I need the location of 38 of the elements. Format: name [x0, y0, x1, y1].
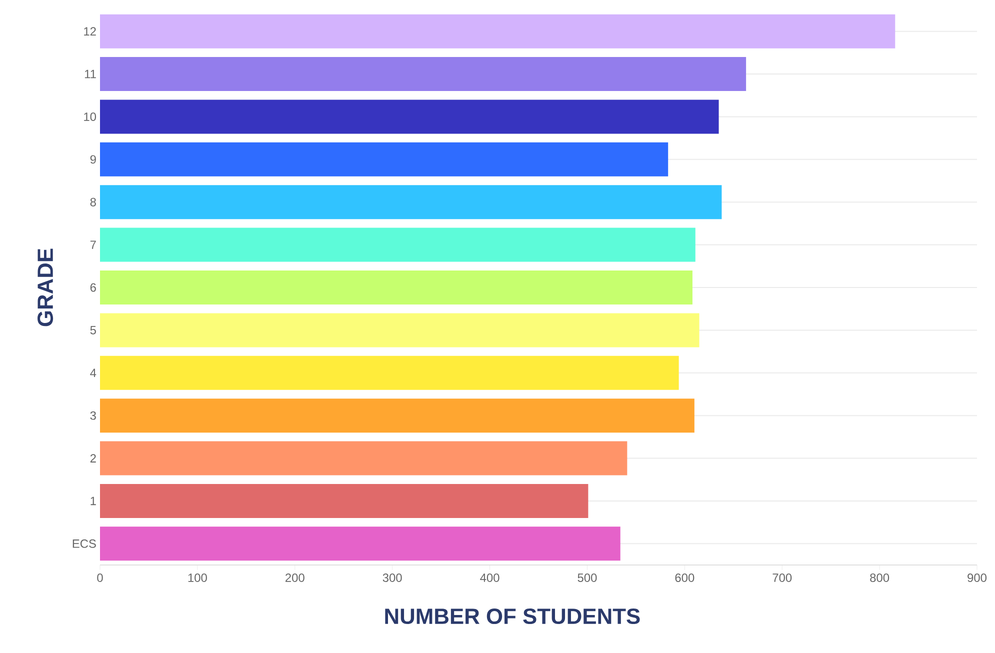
x-tick-label: 500: [578, 574, 597, 582]
y-tick-label: 11: [84, 70, 96, 78]
bar: [100, 57, 746, 92]
bar: [100, 313, 700, 348]
x-tick-label: 200: [286, 574, 304, 582]
x-tick-label: 300: [382, 574, 402, 582]
x-tick-label: 700: [772, 574, 792, 582]
bar: [100, 526, 620, 561]
y-tick-label: 10: [84, 112, 96, 121]
bar: [100, 398, 694, 433]
y-tick-label: 8: [90, 198, 96, 206]
y-tick-label: 3: [90, 411, 96, 420]
y-tick-label: 7: [90, 240, 96, 249]
y-tick-label: 9: [90, 155, 96, 164]
y-axis-title: GRADE: [38, 248, 54, 326]
bar: [100, 185, 722, 220]
y-tick-label: 4: [90, 368, 96, 377]
bar: [100, 14, 896, 48]
x-tick-label: 900: [968, 574, 987, 582]
y-tick-label: 5: [90, 326, 96, 334]
bar: [100, 228, 696, 262]
bar: [100, 484, 588, 518]
y-tick-label: 6: [90, 283, 96, 292]
y-tick-label: ECS: [72, 539, 96, 548]
x-tick-label: 0: [97, 574, 103, 582]
bar: [100, 142, 668, 176]
x-axis-title: NUMBER OF STUDENTS: [385, 608, 640, 624]
y-tick-label: 2: [90, 454, 96, 462]
x-tick-label: 100: [188, 574, 207, 582]
bar: [100, 100, 719, 134]
y-tick-label: 12: [84, 27, 96, 36]
bar: [100, 356, 679, 390]
y-tick-label: 1: [90, 496, 96, 506]
bar: [100, 441, 628, 476]
x-tick-label: 400: [480, 574, 500, 582]
x-tick-label: 800: [870, 574, 890, 582]
x-tick-label: 600: [675, 574, 694, 582]
bar: [100, 270, 692, 304]
